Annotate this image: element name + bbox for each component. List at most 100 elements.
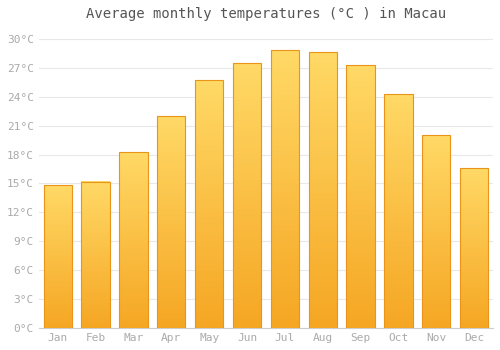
Bar (195, 80, 224, 83)
Bar (346, 178, 375, 181)
Bar (82, 316, 110, 318)
Bar (384, 126, 412, 129)
Bar (422, 318, 450, 321)
Bar (346, 289, 375, 291)
Bar (270, 97, 299, 100)
Bar (308, 259, 337, 262)
Bar (384, 298, 412, 300)
Bar (233, 326, 261, 328)
Bar (82, 215, 110, 217)
Bar (233, 294, 261, 296)
Bar (44, 309, 72, 311)
Bar (233, 92, 261, 94)
Bar (422, 293, 450, 295)
Bar (460, 237, 488, 238)
Bar (384, 195, 412, 197)
Bar (44, 235, 72, 237)
Bar (308, 93, 337, 96)
Bar (195, 239, 224, 241)
Bar (308, 157, 337, 160)
Bar (384, 323, 412, 326)
Bar (157, 309, 186, 311)
Bar (384, 220, 412, 223)
Bar (422, 307, 450, 309)
Bar (460, 224, 488, 226)
Bar (44, 234, 72, 235)
Bar (44, 214, 72, 215)
Bar (270, 58, 299, 61)
Bar (44, 232, 72, 234)
Bar (422, 322, 450, 324)
Bar (460, 320, 488, 322)
Bar (157, 307, 186, 309)
Bar (44, 254, 72, 256)
Bar (44, 324, 72, 326)
Bar (270, 139, 299, 142)
Bar (82, 203, 110, 205)
Bar (44, 210, 72, 211)
Bar (422, 143, 450, 145)
Bar (157, 322, 186, 324)
Bar (233, 254, 261, 257)
Bar (422, 255, 450, 257)
Bar (195, 246, 224, 249)
Bar (119, 317, 148, 319)
Bar (384, 309, 412, 312)
Bar (384, 288, 412, 291)
Bar (346, 204, 375, 207)
Bar (422, 266, 450, 268)
Bar (119, 162, 148, 164)
Bar (157, 137, 186, 139)
Bar (460, 258, 488, 259)
Bar (195, 308, 224, 311)
Bar (195, 117, 224, 120)
Bar (422, 150, 450, 153)
Bar (422, 135, 450, 328)
Bar (460, 168, 488, 170)
Bar (119, 310, 148, 312)
Bar (157, 146, 186, 148)
Bar (384, 312, 412, 314)
Bar (422, 193, 450, 195)
Bar (195, 120, 224, 122)
Bar (44, 191, 72, 193)
Bar (157, 173, 186, 175)
Bar (44, 199, 72, 201)
Bar (308, 320, 337, 323)
Bar (346, 110, 375, 112)
Bar (233, 89, 261, 92)
Bar (384, 150, 412, 152)
Bar (270, 72, 299, 75)
Bar (82, 239, 110, 240)
Bar (308, 63, 337, 66)
Bar (44, 190, 72, 191)
Bar (346, 249, 375, 252)
Bar (460, 291, 488, 293)
Bar (346, 91, 375, 94)
Bar (422, 168, 450, 170)
Bar (157, 141, 186, 144)
Bar (233, 63, 261, 65)
Bar (195, 244, 224, 246)
Bar (384, 110, 412, 112)
Bar (460, 272, 488, 274)
Bar (233, 84, 261, 87)
Bar (384, 103, 412, 105)
Bar (44, 208, 72, 210)
Bar (195, 306, 224, 308)
Bar (119, 224, 148, 226)
Bar (195, 321, 224, 323)
Bar (195, 152, 224, 155)
Bar (233, 113, 261, 116)
Bar (157, 262, 186, 265)
Bar (308, 204, 337, 207)
Bar (384, 326, 412, 328)
Bar (233, 251, 261, 254)
Bar (119, 277, 148, 279)
Bar (157, 154, 186, 156)
Bar (422, 313, 450, 315)
Bar (346, 80, 375, 83)
Bar (384, 234, 412, 237)
Bar (460, 327, 488, 328)
Bar (422, 236, 450, 238)
